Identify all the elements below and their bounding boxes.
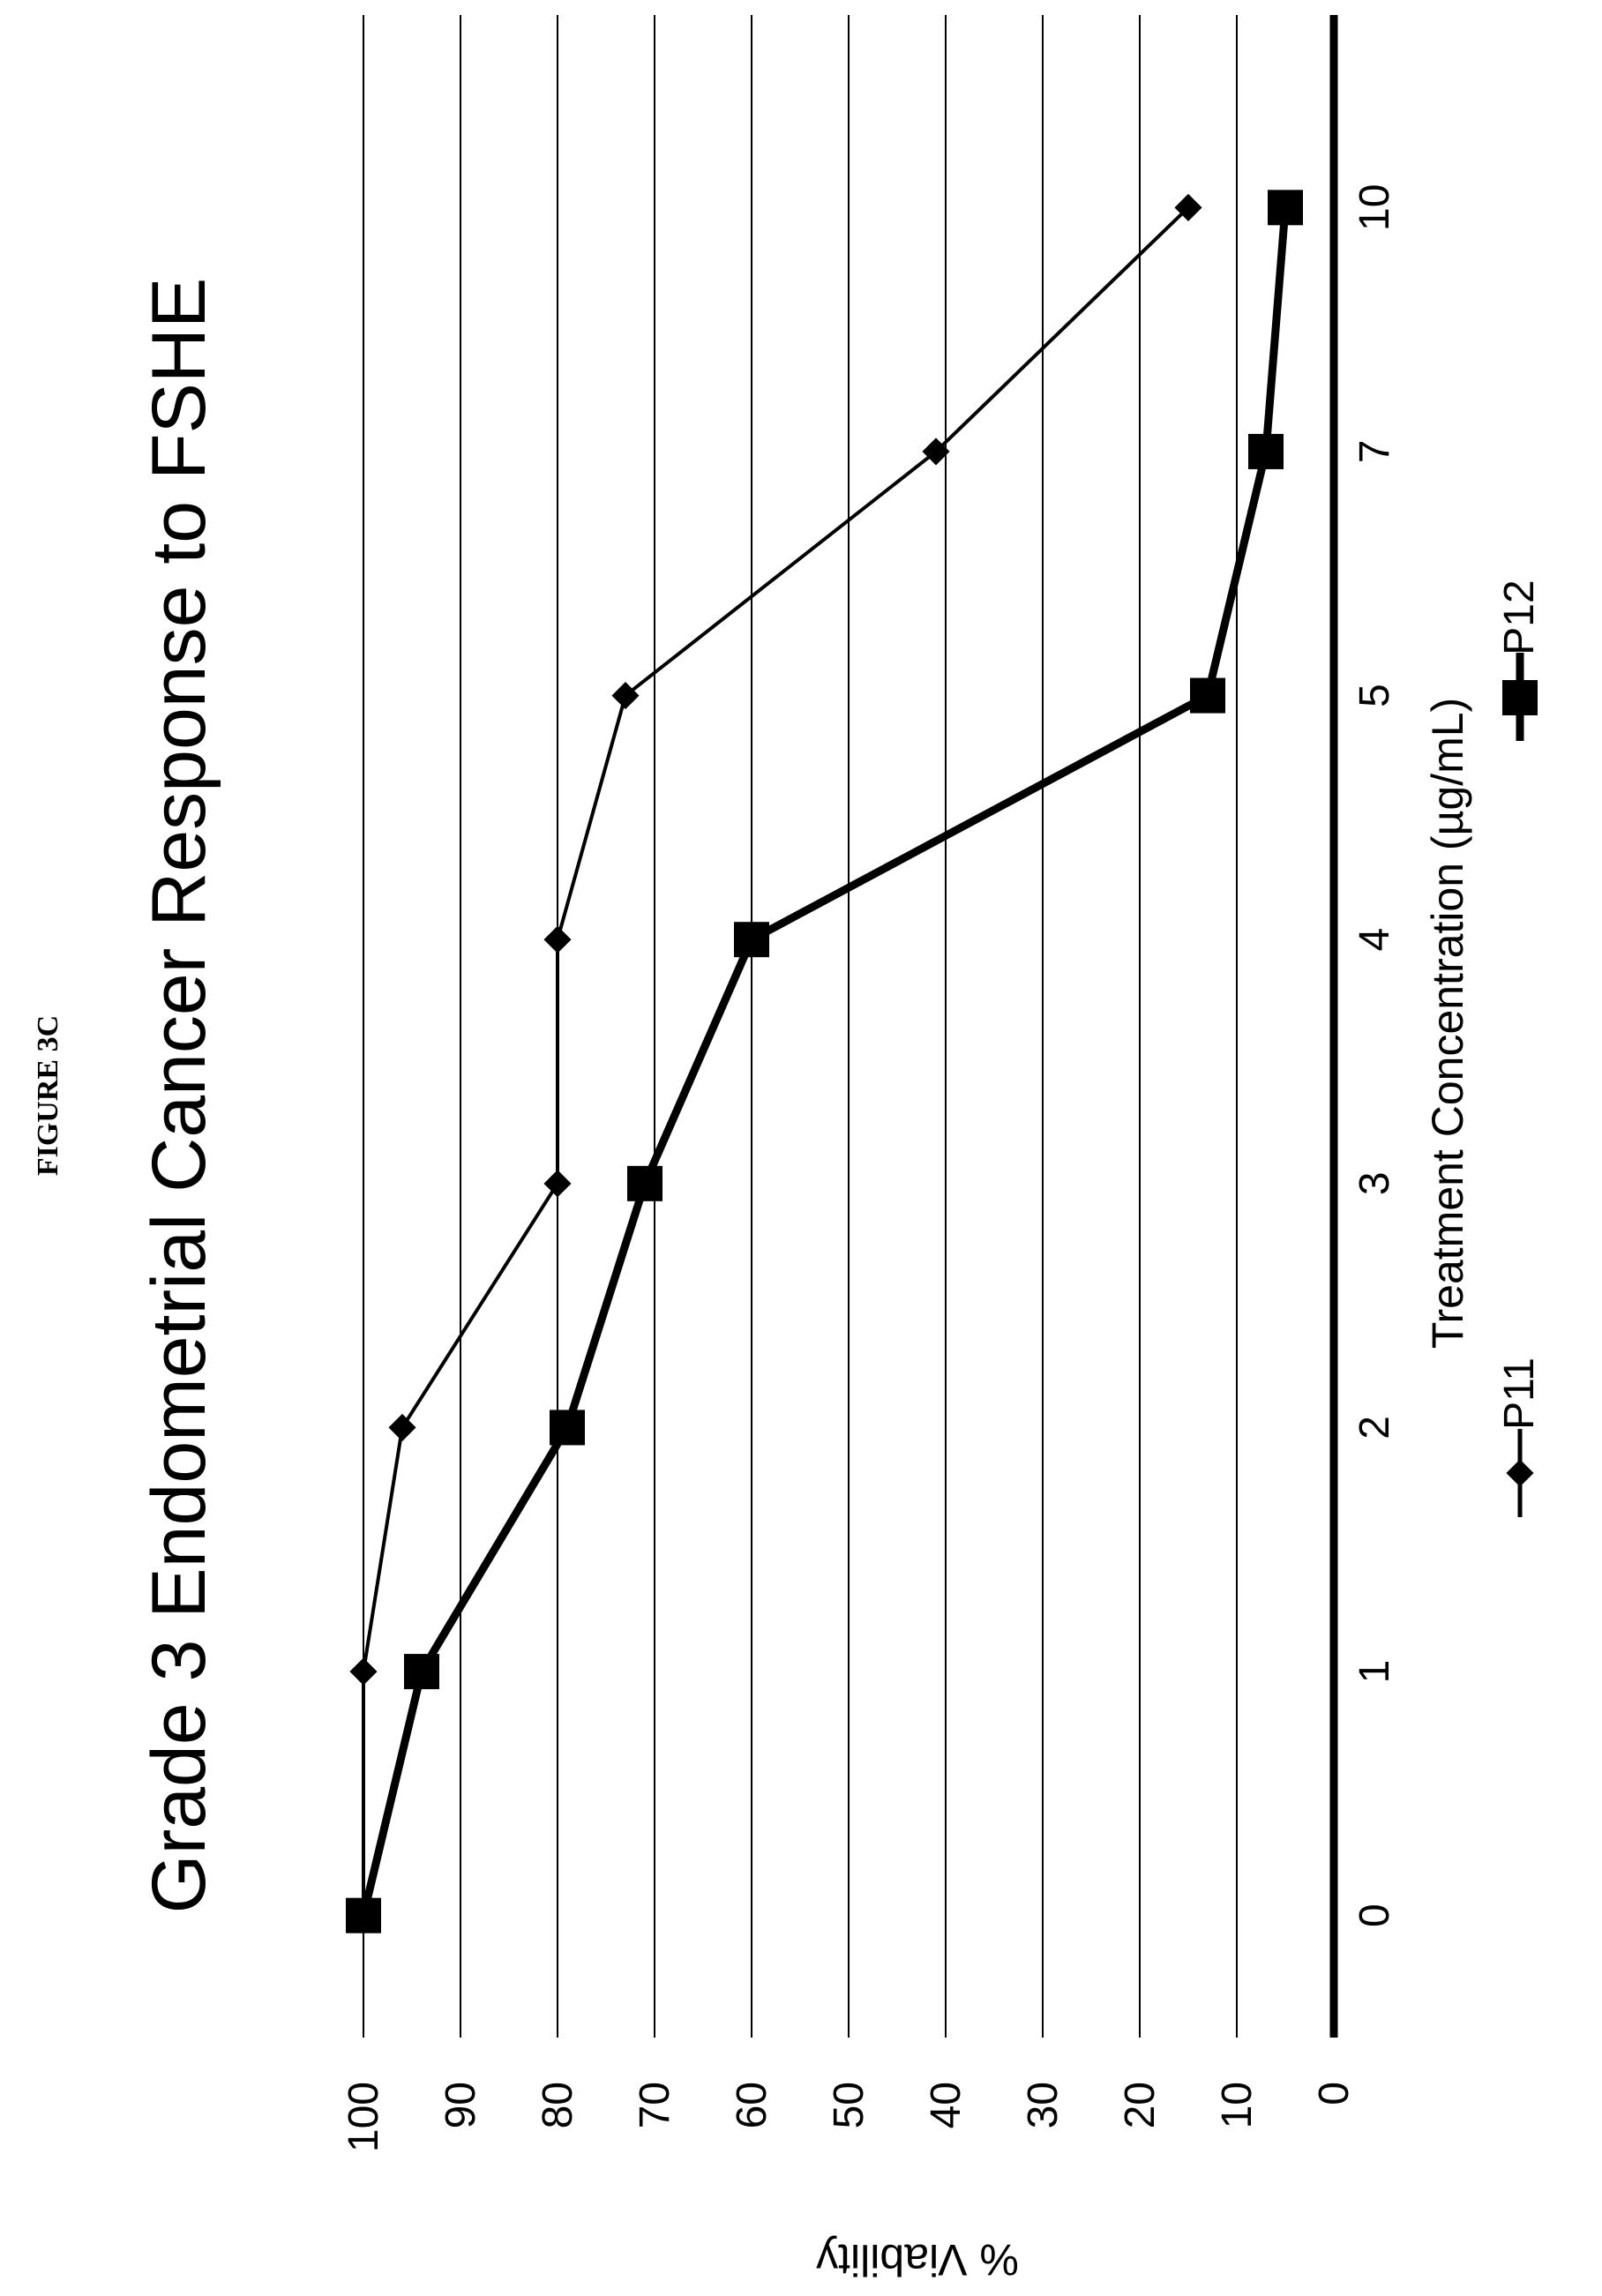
y-tick-label-10: 10	[1214, 2082, 1261, 2128]
y-tick-label-80: 80	[535, 2082, 581, 2128]
y-tick-label-20: 20	[1117, 2082, 1164, 2128]
series-line-p12	[359, 206, 1290, 1917]
legend-label-p11: P11	[1496, 1357, 1543, 1430]
legend-square-icon	[1502, 680, 1538, 715]
figure-label: FIGURE 3C	[32, 1015, 64, 1176]
series-plot	[346, 190, 1303, 1933]
x-tick-label-7: 7	[1351, 440, 1398, 464]
x-tick-labels: 0 1 2 3 4 5 7 10	[1351, 184, 1398, 1927]
x-tick-label-3: 3	[1351, 1171, 1398, 1195]
y-axis-title: % Viability	[816, 2235, 1019, 2285]
series-p11	[349, 193, 1202, 1930]
y-tick-label-70: 70	[632, 2082, 678, 2128]
legend-item-p11: P11	[1496, 1357, 1543, 1517]
data-point-p12-2	[550, 1410, 585, 1446]
data-point-p12-7	[1248, 433, 1284, 469]
y-tick-label-30: 30	[1020, 2082, 1067, 2128]
x-tick-label-4: 4	[1351, 928, 1398, 952]
data-point-p12-10	[1268, 190, 1303, 226]
series-p12	[346, 190, 1303, 1933]
y-tick-label-0: 0	[1311, 2082, 1358, 2105]
data-point-p11-3	[543, 1170, 572, 1198]
x-tick-label-10: 10	[1351, 184, 1398, 231]
x-tick-label-2: 2	[1351, 1416, 1398, 1440]
data-point-p12-5	[1190, 677, 1225, 714]
y-tick-label-50: 50	[826, 2082, 872, 2128]
data-point-p12-4	[734, 922, 769, 958]
y-tick-labels: 0 10 20 30 40 50 60 70 80 90 100	[341, 2082, 1358, 2152]
gridlines	[363, 15, 1338, 2038]
legend: P11 P12	[1496, 580, 1543, 1517]
x-tick-label-5: 5	[1351, 684, 1398, 707]
y-tick-label-90: 90	[438, 2082, 484, 2128]
x-tick-label-0: 0	[1351, 1903, 1398, 1927]
legend-diamond-icon	[1506, 1459, 1534, 1487]
data-point-p12-0	[346, 1897, 381, 1933]
y-tick-label-100: 100	[341, 2082, 387, 2152]
data-point-p11-1	[349, 1657, 378, 1686]
x-tick-label-1: 1	[1351, 1660, 1398, 1684]
y-tick-label-40: 40	[923, 2082, 969, 2128]
legend-label-p12: P12	[1496, 580, 1543, 654]
data-point-p11-4	[543, 925, 572, 954]
series-line-p11	[362, 206, 1190, 1916]
y-tick-label-60: 60	[729, 2082, 775, 2128]
data-point-p11-2	[388, 1413, 416, 1441]
data-point-p12-3	[627, 1165, 663, 1201]
x-axis-title: Treatment Concentration (µg/mL)	[1423, 698, 1472, 1349]
data-point-p12-1	[404, 1654, 439, 1690]
chart-title: Grade 3 Endometrial Cancer Response to F…	[137, 278, 221, 1914]
legend-item-p12: P12	[1496, 580, 1543, 741]
